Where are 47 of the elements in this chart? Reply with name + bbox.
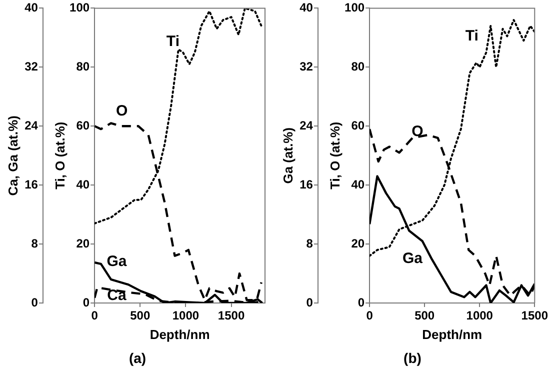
y-tick-label: 0: [306, 295, 314, 310]
y-tick-label: 16: [24, 177, 38, 192]
x-tick-label: 0: [366, 308, 374, 323]
y2-tick-label: 40: [351, 177, 365, 192]
y2-tick-label: 40: [76, 177, 90, 192]
series-label: Ti: [166, 33, 180, 50]
y-tick-label: 24: [24, 118, 38, 132]
y2-tick-label: 60: [76, 118, 90, 132]
series-label: Ti: [465, 27, 478, 44]
text: (a): [128, 350, 148, 366]
x-tick-label: 1500: [218, 308, 245, 323]
series-label: O: [412, 123, 424, 140]
y2-tick-label: 80: [76, 59, 90, 74]
y-axis-title: Ga (at.%): [280, 127, 296, 184]
y2-tick-label: 0: [358, 295, 365, 310]
y2-axis-title: Ti, O (at.%): [327, 122, 342, 190]
x-tick-label: 1000: [172, 308, 200, 323]
y-tick-label: 40: [24, 0, 38, 15]
y2-axis-title: Ti, O (at.%): [52, 122, 68, 190]
x-tick-label: 1000: [466, 308, 494, 323]
series-label: Ga: [402, 250, 424, 267]
y-axis-title: Ca, Ga (at.%): [5, 116, 20, 196]
series-label: Ca: [107, 286, 127, 304]
y2-tick-label: 100: [70, 0, 90, 15]
y-tick-label: 0: [31, 295, 38, 310]
y-tick-label: 8: [306, 236, 314, 250]
text: (b): [402, 350, 422, 366]
y-tick-label: 8: [31, 236, 38, 250]
x-tick-label: 0: [91, 308, 98, 323]
x-axis-title: Depth/nm: [150, 326, 210, 342]
y-tick-label: 24: [300, 118, 314, 132]
y2-tick-label: 80: [351, 59, 365, 74]
series-label: Ga: [106, 252, 128, 270]
x-tick-label: 500: [414, 308, 435, 323]
y2-tick-label: 60: [351, 118, 365, 132]
y2-tick-label: 100: [344, 0, 365, 15]
x-axis-title: Depth/nm: [422, 326, 482, 342]
y-tick-label: 32: [24, 59, 38, 74]
x-tick-label: 1500: [521, 308, 548, 323]
y2-tick-label: 0: [82, 295, 90, 310]
x-tick-label: 500: [130, 308, 150, 323]
y2-tick-label: 20: [351, 236, 365, 250]
y2-tick-label: 20: [76, 236, 90, 250]
y-tick-label: 32: [300, 59, 314, 74]
y-tick-label: 40: [300, 0, 314, 15]
y-tick-label: 16: [300, 177, 314, 192]
series-label: O: [116, 102, 128, 120]
